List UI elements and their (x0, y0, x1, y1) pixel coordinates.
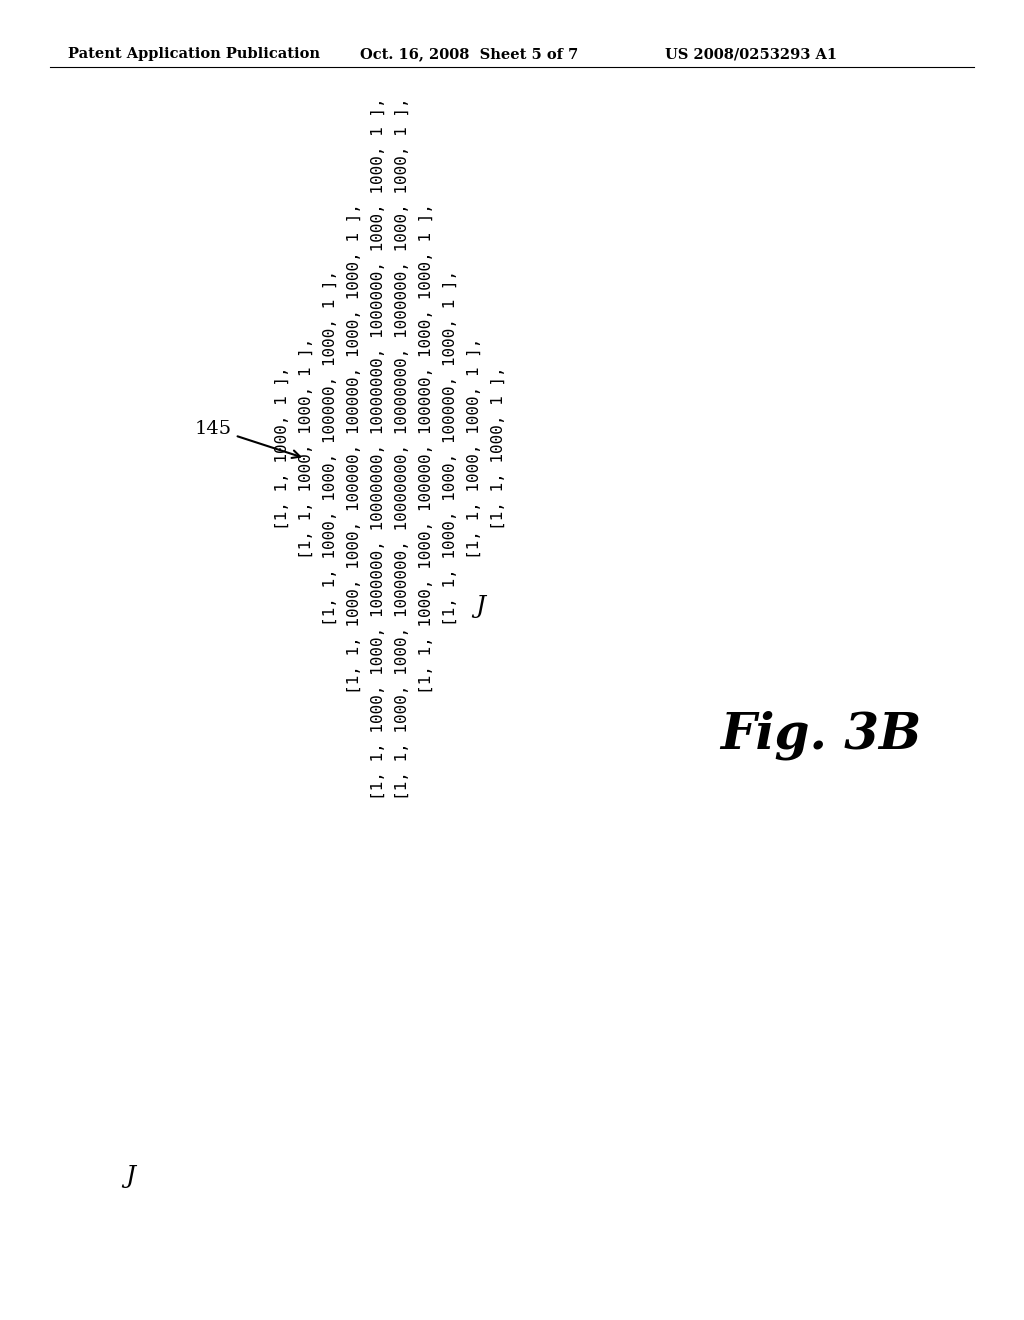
Text: [1, 1, 1000, 1 ],: [1, 1, 1000, 1 ], (274, 367, 290, 531)
Text: 145: 145 (195, 420, 300, 458)
Text: J: J (475, 595, 485, 618)
Text: [1, 1, 1000, 1000, 100000, 100000, 1000, 1000, 1 ],: [1, 1, 1000, 1000, 100000, 100000, 1000,… (346, 203, 361, 694)
Text: [1, 1, 1000, 1 ],: [1, 1, 1000, 1 ], (490, 367, 506, 531)
Text: [1, 1, 1000, 1000, 1000000, 10000000, 10000000, 1000000, 1000, 1000, 1 ],: [1, 1, 1000, 1000, 1000000, 10000000, 10… (394, 98, 410, 800)
Text: [1, 1, 1000, 1000, 100000, 1000, 1 ],: [1, 1, 1000, 1000, 100000, 1000, 1 ], (323, 271, 338, 627)
Text: US 2008/0253293 A1: US 2008/0253293 A1 (665, 48, 838, 61)
Text: Oct. 16, 2008  Sheet 5 of 7: Oct. 16, 2008 Sheet 5 of 7 (360, 48, 579, 61)
Text: J: J (125, 1164, 135, 1188)
Text: [1, 1, 1000, 1000, 1000000, 10000000, 10000000, 1000000, 1000, 1000, 1 ],: [1, 1, 1000, 1000, 1000000, 10000000, 10… (371, 98, 385, 800)
Text: [1, 1, 1000, 1000, 100000, 100000, 1000, 1000, 1 ],: [1, 1, 1000, 1000, 100000, 100000, 1000,… (419, 203, 433, 694)
Text: Patent Application Publication: Patent Application Publication (68, 48, 319, 61)
Text: [1, 1, 1000, 1000, 1 ],: [1, 1, 1000, 1000, 1 ], (299, 338, 313, 560)
Text: Fig. 3B: Fig. 3B (720, 711, 922, 760)
Text: [1, 1, 1000, 1000, 1 ],: [1, 1, 1000, 1000, 1 ], (467, 338, 481, 560)
Text: [1, 1, 1000, 1000, 100000, 1000, 1 ],: [1, 1, 1000, 1000, 100000, 1000, 1 ], (442, 271, 458, 627)
